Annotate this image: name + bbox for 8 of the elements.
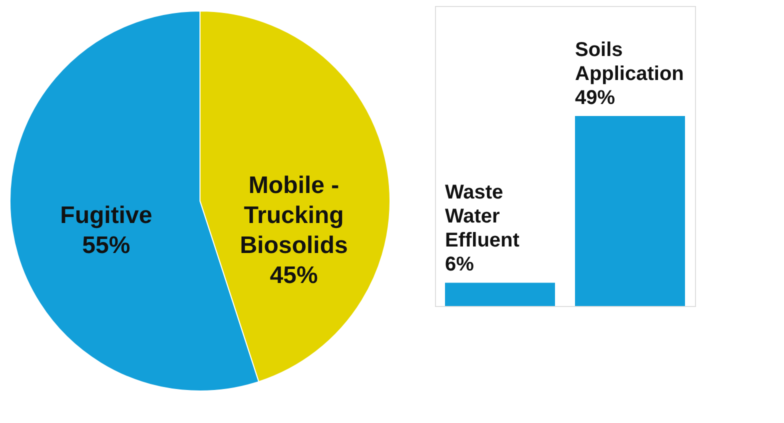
slice-label: Mobile - Trucking Biosolids	[240, 172, 348, 260]
data-label: 55%	[82, 232, 130, 259]
data-label: 45%	[270, 262, 318, 290]
category-label: Soils Application	[575, 39, 684, 85]
data-label: 49%	[575, 87, 616, 109]
category-label: Waste Water Effluent	[445, 182, 520, 252]
slice-label: Fugitive	[60, 202, 152, 229]
data-label: 6%	[445, 254, 474, 276]
